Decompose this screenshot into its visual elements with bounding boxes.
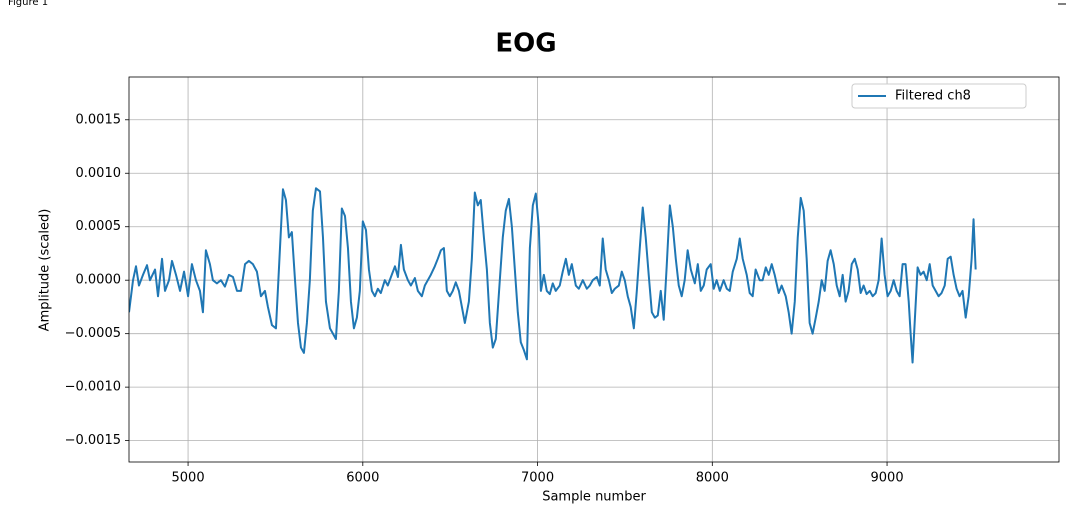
y-tick-label: 0.0010	[76, 166, 122, 181]
x-tick-label: 8000	[696, 471, 729, 486]
x-tick-label: 7000	[521, 471, 554, 486]
chart-title: EOG	[495, 29, 556, 59]
data-line	[129, 187, 977, 364]
y-tick-label: −0.0005	[65, 326, 121, 341]
y-tick-label: −0.0010	[65, 380, 121, 395]
y-tick-label: 0.0000	[76, 273, 122, 288]
y-tick-label: 0.0005	[76, 219, 122, 234]
legend-box	[851, 83, 1027, 109]
x-tick-label: 9000	[871, 471, 904, 486]
y-axis-label: Amplitude (scaled)	[38, 209, 53, 332]
x-tick-label: 5000	[172, 471, 205, 486]
legend-label: Filtered ch8	[895, 89, 971, 104]
plot-frame	[128, 76, 1060, 463]
y-tick-label: −0.0015	[65, 433, 121, 448]
x-tick-label: 6000	[346, 471, 379, 486]
x-axis-label: Sample number	[542, 490, 646, 505]
y-tick-label: 0.0015	[76, 112, 122, 127]
window-title: Figure 1	[8, 0, 48, 8]
